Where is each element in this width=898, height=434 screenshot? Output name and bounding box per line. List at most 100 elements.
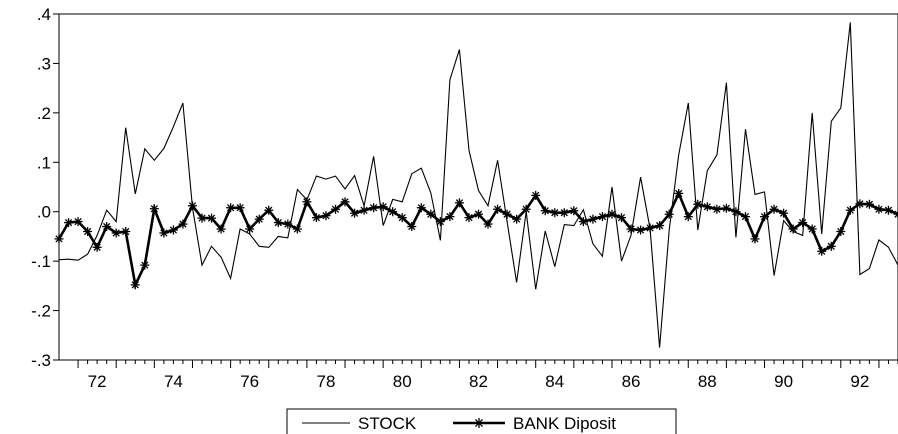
x-tick-label: 90 bbox=[774, 372, 793, 391]
series-line-stock bbox=[58, 22, 898, 348]
data-point-bank-diposit bbox=[121, 226, 131, 236]
data-point-bank-diposit bbox=[674, 188, 684, 198]
legend-label-bank-diposit: BANK Diposit bbox=[513, 414, 616, 433]
x-tick-label: 76 bbox=[240, 372, 259, 391]
data-point-bank-diposit bbox=[359, 205, 369, 215]
data-point-bank-diposit bbox=[73, 217, 83, 227]
data-point-bank-diposit bbox=[760, 212, 770, 222]
data-point-bank-diposit bbox=[817, 246, 827, 256]
x-tick-label: 92 bbox=[850, 372, 869, 391]
data-point-bank-diposit bbox=[636, 225, 646, 235]
data-point-bank-diposit bbox=[378, 202, 388, 212]
data-point-bank-diposit bbox=[311, 213, 321, 223]
data-point-bank-diposit bbox=[178, 219, 188, 229]
data-point-bank-diposit bbox=[864, 199, 874, 209]
data-point-bank-diposit bbox=[731, 207, 741, 217]
data-point-bank-diposit bbox=[416, 203, 426, 213]
data-point-bank-diposit bbox=[655, 221, 665, 231]
legend-marker-asterisk bbox=[474, 418, 484, 428]
x-tick-label: 82 bbox=[469, 372, 488, 391]
data-point-bank-diposit bbox=[216, 224, 226, 234]
data-point-bank-diposit bbox=[559, 208, 569, 218]
y-tick-label: .4 bbox=[37, 5, 51, 24]
data-point-bank-diposit bbox=[292, 224, 302, 234]
legend: STOCK BANK Diposit bbox=[286, 408, 677, 434]
y-tick-label: .0 bbox=[37, 203, 51, 222]
data-point-bank-diposit bbox=[350, 208, 360, 218]
data-point-bank-diposit bbox=[64, 218, 74, 228]
data-point-bank-diposit bbox=[397, 213, 407, 223]
data-point-bank-diposit bbox=[197, 213, 207, 223]
data-point-bank-diposit bbox=[531, 190, 541, 200]
y-tick-label: -.3 bbox=[31, 351, 51, 370]
data-point-bank-diposit bbox=[521, 204, 531, 214]
x-tick-label: 74 bbox=[164, 372, 183, 391]
series-layer bbox=[54, 22, 898, 348]
data-point-bank-diposit bbox=[683, 212, 693, 222]
x-tick-label: 88 bbox=[698, 372, 717, 391]
y-tick-label: .2 bbox=[37, 104, 51, 123]
data-point-bank-diposit bbox=[779, 208, 789, 218]
data-point-bank-diposit bbox=[92, 242, 102, 252]
data-point-bank-diposit bbox=[426, 209, 436, 219]
data-point-bank-diposit bbox=[149, 204, 159, 214]
legend-swatch-bank-diposit bbox=[453, 418, 505, 428]
data-point-bank-diposit bbox=[617, 213, 627, 223]
data-point-bank-diposit bbox=[102, 222, 112, 232]
x-tick-label: 86 bbox=[622, 372, 641, 391]
data-point-bank-diposit bbox=[435, 217, 445, 227]
data-point-bank-diposit bbox=[273, 218, 283, 228]
data-point-bank-diposit bbox=[130, 280, 140, 290]
plot-frame bbox=[58, 13, 898, 361]
data-point-bank-diposit bbox=[388, 207, 398, 217]
data-point-bank-diposit bbox=[626, 224, 636, 234]
data-point-bank-diposit bbox=[798, 218, 808, 228]
plot-border bbox=[58, 13, 898, 361]
data-point-bank-diposit bbox=[836, 226, 846, 236]
data-point-bank-diposit bbox=[159, 228, 169, 238]
data-point-bank-diposit bbox=[512, 214, 522, 224]
data-point-bank-diposit bbox=[111, 228, 121, 238]
data-point-bank-diposit bbox=[464, 213, 474, 223]
data-point-bank-diposit bbox=[788, 224, 798, 234]
x-axis: 72 74 76 78 80 82 84 86 88 90 92 bbox=[77, 360, 898, 391]
data-point-bank-diposit bbox=[578, 217, 588, 227]
data-point-bank-diposit bbox=[283, 219, 293, 229]
data-point-bank-diposit bbox=[874, 204, 884, 214]
data-point-bank-diposit bbox=[893, 209, 898, 219]
data-point-bank-diposit bbox=[883, 205, 893, 215]
data-point-bank-diposit bbox=[607, 209, 617, 219]
data-point-bank-diposit bbox=[407, 222, 417, 232]
data-point-bank-diposit bbox=[645, 223, 655, 233]
data-point-bank-diposit bbox=[721, 203, 731, 213]
data-point-bank-diposit bbox=[235, 203, 245, 213]
data-point-bank-diposit bbox=[187, 201, 197, 211]
data-point-bank-diposit bbox=[207, 213, 217, 223]
data-point-bank-diposit bbox=[740, 212, 750, 222]
data-point-bank-diposit bbox=[569, 206, 579, 216]
data-point-bank-diposit bbox=[302, 197, 312, 207]
data-point-bank-diposit bbox=[254, 214, 264, 224]
data-point-bank-diposit bbox=[340, 197, 350, 207]
legend-box bbox=[286, 408, 677, 434]
data-point-bank-diposit bbox=[264, 205, 274, 215]
x-tick-label: 80 bbox=[393, 372, 412, 391]
data-point-bank-diposit bbox=[245, 224, 255, 234]
data-point-bank-diposit bbox=[83, 226, 93, 236]
data-point-bank-diposit bbox=[855, 199, 865, 209]
data-point-bank-diposit bbox=[826, 241, 836, 251]
data-point-bank-diposit bbox=[369, 203, 379, 213]
data-point-bank-diposit bbox=[845, 205, 855, 215]
data-point-bank-diposit bbox=[168, 225, 178, 235]
data-point-bank-diposit bbox=[140, 260, 150, 270]
legend-label-stock: STOCK bbox=[358, 414, 417, 433]
data-point-bank-diposit bbox=[502, 209, 512, 219]
data-point-bank-diposit bbox=[540, 206, 550, 216]
y-tick-label: .3 bbox=[37, 54, 51, 73]
x-tick-label: 78 bbox=[316, 372, 335, 391]
data-point-bank-diposit bbox=[445, 212, 455, 222]
y-axis: .4 .3 .2 .1 .0 -.1 -.2 -.3 bbox=[31, 5, 59, 370]
data-point-bank-diposit bbox=[321, 211, 331, 221]
data-point-bank-diposit bbox=[454, 198, 464, 208]
